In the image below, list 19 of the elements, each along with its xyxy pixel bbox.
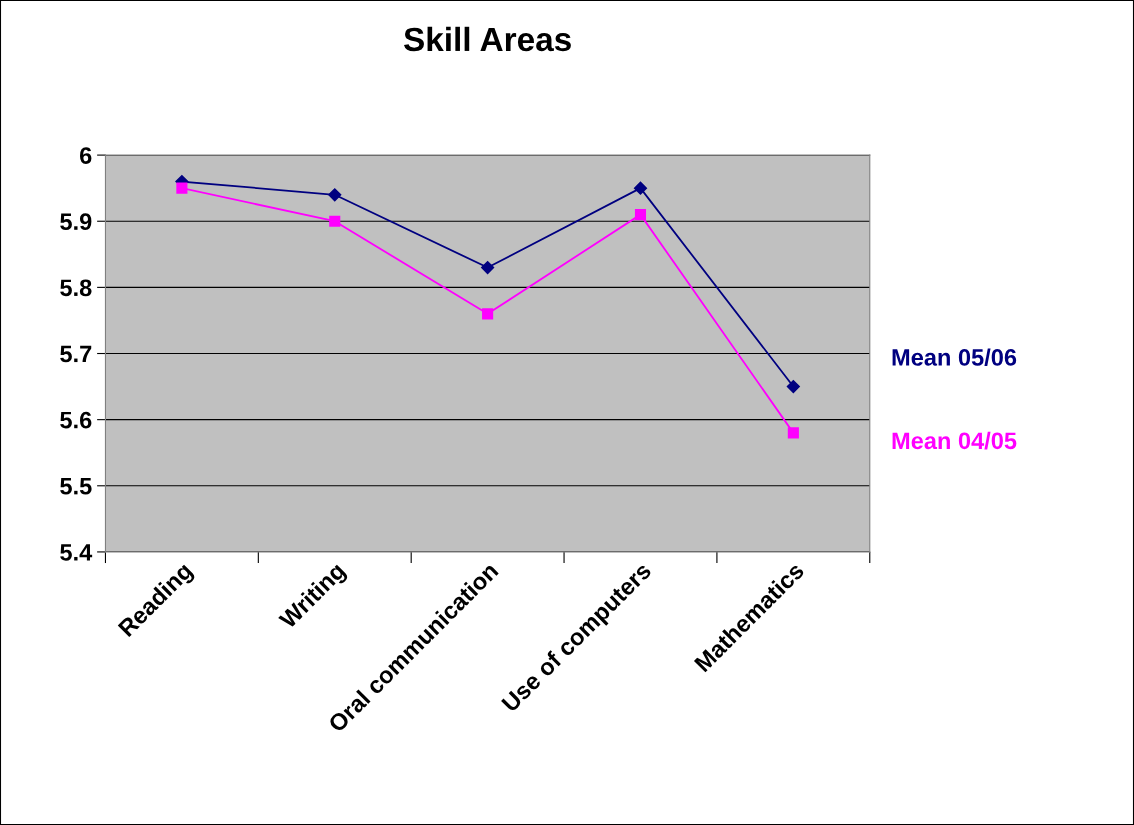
chart-title: Skill Areas: [403, 26, 571, 52]
point: [482, 308, 494, 320]
point: [481, 260, 495, 275]
y-tick-label: 5.4: [60, 544, 93, 561]
y-tick-label: 5.5: [60, 478, 92, 495]
y-tick-label: 5.7: [60, 345, 92, 363]
point: [176, 182, 188, 194]
text: Mean 04/05: [892, 431, 1017, 450]
point: [786, 379, 800, 394]
point: [328, 188, 342, 202]
point: [329, 215, 341, 227]
y-tick-label: 5.8: [60, 279, 92, 297]
y-tick-label: 5.9: [60, 213, 92, 231]
point: [633, 181, 648, 195]
y-tick-label: 5.6: [60, 411, 92, 429]
text: Mean 05/06: [892, 348, 1017, 367]
point: [787, 427, 799, 439]
point: [634, 209, 647, 221]
y-tick-label: 6: [80, 147, 92, 164]
